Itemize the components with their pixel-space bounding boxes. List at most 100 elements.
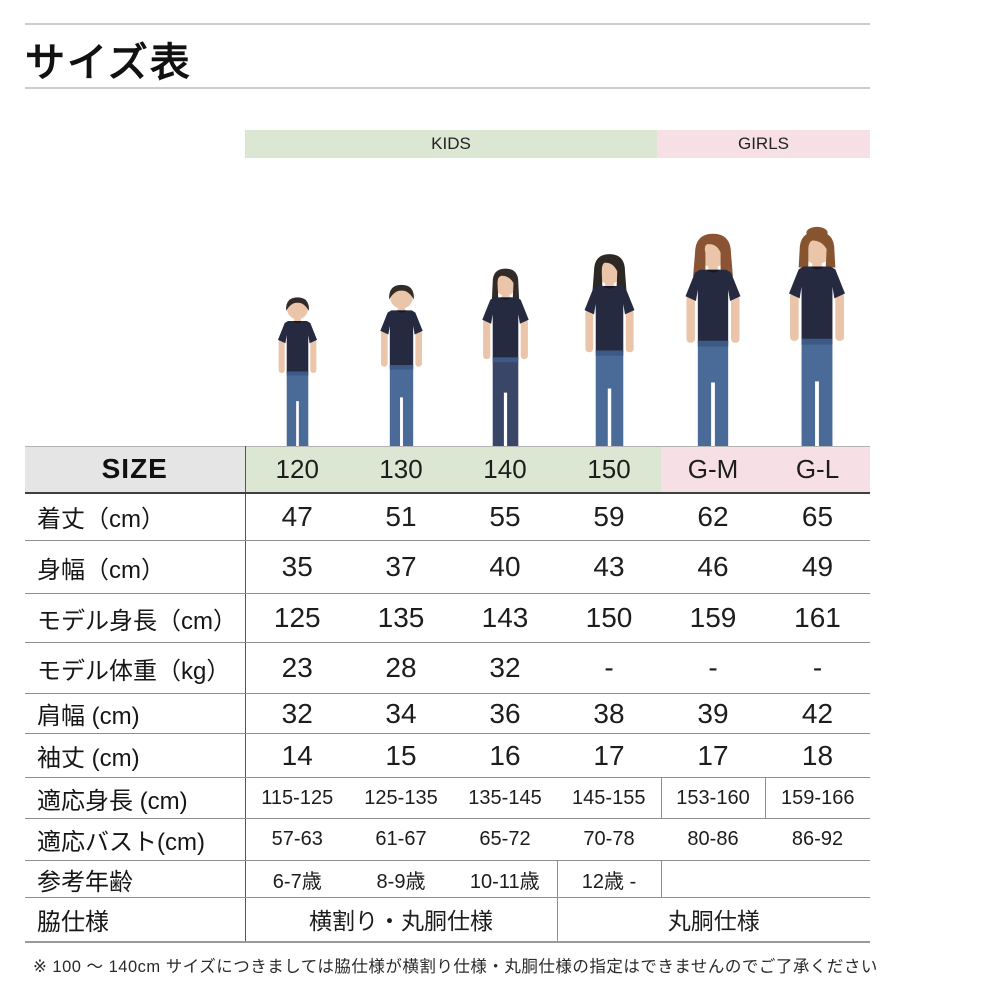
table-cell: 65 (765, 492, 870, 541)
row-label: 肩幅 (cm) (25, 693, 246, 734)
row-label: 脇仕様 (25, 897, 246, 943)
table-cell: 10-11歳 (453, 860, 557, 898)
table-cell (661, 860, 765, 898)
table-cell: 34 (349, 693, 453, 734)
table-cell: 145-155 (557, 777, 661, 819)
table-cell: 153-160 (660, 777, 765, 819)
table-cell: 159 (661, 593, 765, 643)
model-photos (0, 0, 1000, 447)
table-cell: 横割り・丸胴仕様 (245, 897, 557, 943)
row-label: 袖丈 (cm) (25, 733, 246, 778)
table-cell: 丸胴仕様 (556, 897, 870, 943)
table-cell: 35 (245, 540, 349, 594)
table-cell: 65-72 (453, 818, 557, 861)
title-top-rule (25, 23, 870, 25)
row-label: 身幅（cm） (25, 540, 246, 594)
girls-category-header: GIRLS (657, 130, 870, 158)
table-cell: 49 (765, 540, 870, 594)
table-cell: 62 (661, 492, 765, 541)
table-cell: 51 (349, 492, 453, 541)
table-cell: - (557, 642, 661, 694)
row-label: 適応バスト(cm) (25, 818, 246, 861)
table-cell: 32 (245, 693, 349, 734)
table-row: 身幅（cm） 35 37 40 43 46 49 (25, 540, 870, 594)
size-column-header-120: 120 (245, 446, 349, 494)
table-cell: 6-7歳 (245, 860, 349, 898)
model-photo-g-m (685, 233, 741, 447)
table-row: 脇仕様 横割り・丸胴仕様 丸胴仕様 (25, 897, 870, 943)
table-cell: 37 (349, 540, 453, 594)
table-cell: - (661, 642, 765, 694)
table-cell: 12歳 - (556, 860, 662, 898)
table-cell: 125-135 (349, 777, 453, 819)
size-column-header-150: 150 (557, 446, 661, 494)
table-cell: 143 (453, 593, 557, 643)
footnote: ※ 100 ～ 140cm サイズにつきましては脇仕様が横割り仕様・丸胴仕様の指… (33, 958, 878, 976)
table-cell: 59 (557, 492, 661, 541)
size-header-row: SIZE 120 130 140 150 G-M G-L (25, 446, 870, 494)
model-photo-150 (584, 254, 634, 447)
table-cell: 159-166 (764, 777, 870, 819)
table-cell: 135-145 (453, 777, 557, 819)
size-column-header-130: 130 (349, 446, 453, 494)
table-row: 適応身長 (cm) 115-125 125-135 135-145 145-155 153… (25, 777, 870, 819)
table-cell: 70-78 (557, 818, 661, 861)
table-cell: 18 (765, 733, 870, 778)
size-header-label: SIZE (25, 446, 246, 494)
table-cell: 28 (349, 642, 453, 694)
table-cell (765, 860, 870, 898)
table-cell: 150 (557, 593, 661, 643)
row-label: 適応身長 (cm) (25, 777, 246, 819)
table-cell: 80-86 (661, 818, 765, 861)
table-row: 肩幅 (cm) 32 34 36 38 39 42 (25, 693, 870, 734)
table-row: 着丈（cm） 47 51 55 59 62 65 (25, 492, 870, 541)
table-cell: 61-67 (349, 818, 453, 861)
table-cell: 38 (557, 693, 661, 734)
table-row: モデル身長（cm） 125 135 143 150 159 161 (25, 593, 870, 643)
table-cell: 86-92 (765, 818, 870, 861)
table-cell: 23 (245, 642, 349, 694)
table-cell: 39 (661, 693, 765, 734)
table-cell: 36 (453, 693, 557, 734)
category-bar: KIDS GIRLS (245, 130, 870, 158)
table-cell: 32 (453, 642, 557, 694)
table-cell: 17 (557, 733, 661, 778)
model-photo-130 (379, 284, 423, 447)
title-bottom-rule (25, 87, 870, 89)
row-label: モデル体重（kg） (25, 642, 246, 694)
size-column-header-g-l: G-L (765, 446, 870, 494)
model-photo-g-l (789, 226, 845, 447)
table-cell: 55 (453, 492, 557, 541)
kids-category-header: KIDS (245, 130, 657, 158)
table-cell: 135 (349, 593, 453, 643)
table-row: 袖丈 (cm) 14 15 16 17 17 18 (25, 733, 870, 778)
table-cell: 8-9歳 (349, 860, 453, 898)
table-cell: 161 (765, 593, 870, 643)
model-photo-140 (481, 268, 529, 447)
page-title: サイズ表 (25, 41, 192, 85)
table-cell: 46 (661, 540, 765, 594)
table-cell: 42 (765, 693, 870, 734)
table-cell: 125 (245, 593, 349, 643)
table-row: 参考年齢 6-7歳 8-9歳 10-11歳 12歳 - (25, 860, 870, 898)
table-cell: 16 (453, 733, 557, 778)
size-column-header-g-m: G-M (661, 446, 765, 494)
table-row: モデル体重（kg） 23 28 32- - - (25, 642, 870, 694)
model-photo-120 (277, 297, 317, 447)
row-label: 参考年齢 (25, 860, 246, 898)
table-cell: 115-125 (245, 777, 349, 819)
table-cell: 14 (245, 733, 349, 778)
table-cell: - (765, 642, 870, 694)
table-row: 適応バスト(cm) 57-63 61-67 65-72 70-78 80-86 86-92 (25, 818, 870, 861)
row-label: モデル身長（cm） (25, 593, 246, 643)
table-cell: 57-63 (245, 818, 349, 861)
row-label: 着丈（cm） (25, 492, 246, 541)
size-column-header-140: 140 (453, 446, 557, 494)
table-cell: 40 (453, 540, 557, 594)
table-cell: 43 (557, 540, 661, 594)
size-table: SIZE 120 130 140 150 G-M G-L 着丈（cm） 47 51 55 59 62 65… (25, 446, 870, 943)
table-cell: 15 (349, 733, 453, 778)
table-cell: 17 (661, 733, 765, 778)
table-cell: 47 (245, 492, 349, 541)
